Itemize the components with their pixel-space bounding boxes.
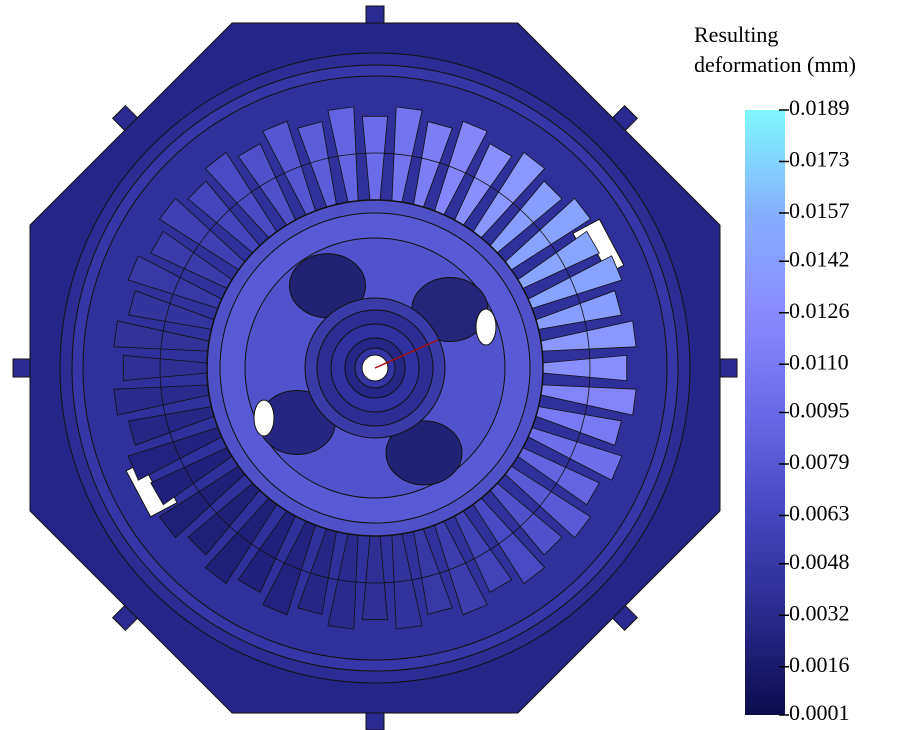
direction-arrow [374,339,439,369]
fea-model [12,5,738,730]
tick-label: 0.0189 [789,95,850,120]
tick-label: 0.0110 [789,349,849,374]
tick-label: 0.0126 [789,298,850,323]
tick-label: 0.0173 [789,147,850,172]
colorbar [745,110,785,715]
tick-label: 0.0095 [789,398,850,423]
tick-label: 0.0142 [789,246,850,271]
fin-base [159,152,591,584]
tick-label: 0.0079 [789,449,850,474]
tick-label: 0.0048 [789,549,850,574]
rotor-hole [385,420,463,486]
tick-label: 0.0001 [789,700,850,725]
tick-label: 0.0063 [789,501,850,526]
tick-label: 0.0032 [789,600,850,625]
hole-gap [475,308,497,346]
tick-label: 0.0157 [789,198,850,223]
tick-label: 0.0016 [789,652,850,677]
colorbar-title: Resulting deformation (mm) [694,22,856,77]
hole-gap [253,399,275,437]
